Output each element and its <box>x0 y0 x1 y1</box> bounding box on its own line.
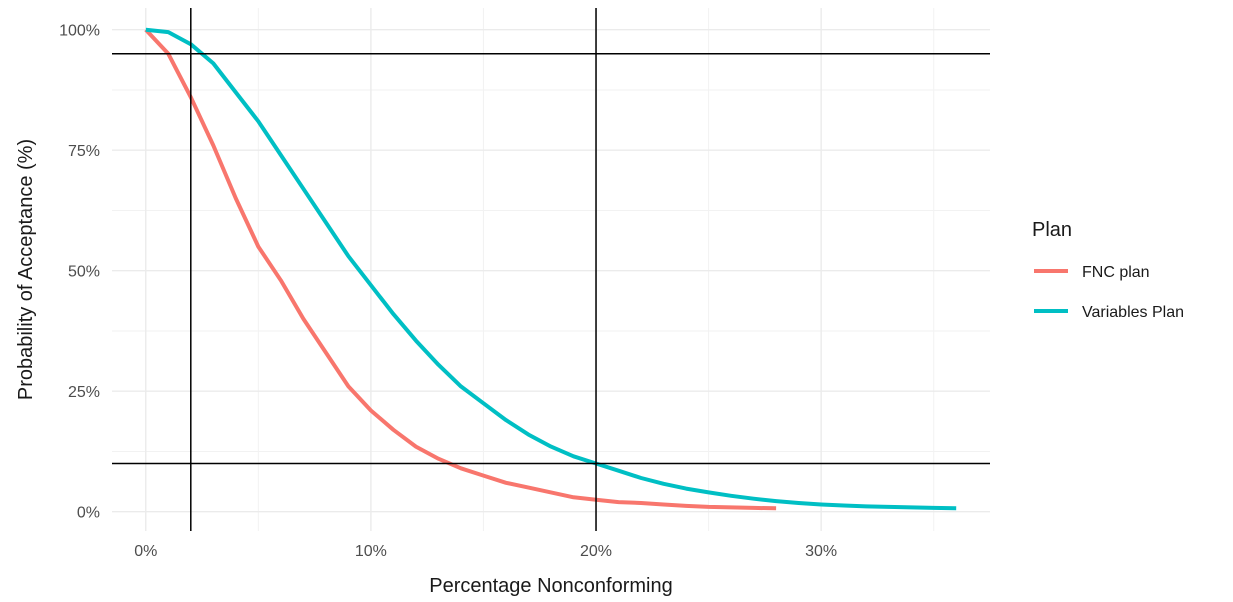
grid-major <box>112 8 990 531</box>
x-tick-label: 10% <box>355 543 387 560</box>
legend-label-variables-plan: Variables Plan <box>1082 304 1184 321</box>
legend: Plan FNC plan Variables Plan <box>1032 219 1184 321</box>
grid-minor <box>112 8 990 531</box>
x-tick-label: 0% <box>134 543 157 560</box>
x-tick-label: 30% <box>805 543 837 560</box>
x-tick-label: 20% <box>580 543 612 560</box>
x-axis-ticks: 0% 10% 20% 30% <box>134 543 837 560</box>
y-tick-label: 0% <box>77 505 100 522</box>
legend-label-fnc-plan: FNC plan <box>1082 264 1150 281</box>
series-line-fnc-plan <box>144 28 777 511</box>
y-tick-label: 75% <box>68 143 100 160</box>
y-tick-label: 25% <box>68 384 100 401</box>
x-axis-title: Percentage Nonconforming <box>429 575 672 597</box>
series-line-variables-plan <box>145 27 957 511</box>
y-tick-label: 100% <box>59 23 100 40</box>
legend-items: FNC plan Variables Plan <box>1034 264 1184 321</box>
reference-lines <box>112 8 990 531</box>
y-axis-title: Probability of Acceptance (%) <box>15 139 37 400</box>
series-layer <box>144 27 957 511</box>
y-tick-label: 50% <box>68 264 100 281</box>
y-axis-ticks: 0% 25% 50% 75% 100% <box>59 23 100 522</box>
legend-title: Plan <box>1032 219 1072 241</box>
